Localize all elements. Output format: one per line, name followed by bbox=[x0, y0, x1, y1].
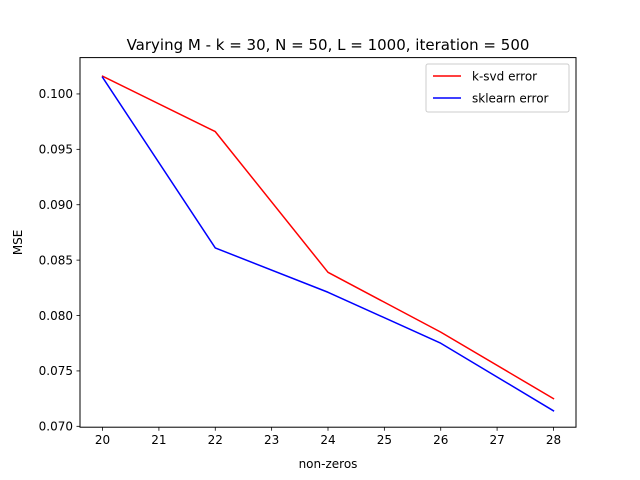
y-tick-label: 0.080 bbox=[39, 309, 73, 323]
x-tick-label: 21 bbox=[151, 433, 166, 447]
y-tick-label: 0.085 bbox=[39, 253, 73, 267]
x-tick-label: 23 bbox=[264, 433, 279, 447]
plot-lines bbox=[101, 75, 555, 412]
legend-box bbox=[425, 63, 570, 113]
chart-title: Varying M - k = 30, N = 50, L = 1000, it… bbox=[127, 36, 530, 54]
y-tick-label: 0.100 bbox=[39, 87, 73, 101]
y-axis-label: MSE bbox=[11, 230, 25, 256]
y-tick-label: 0.095 bbox=[39, 143, 73, 157]
x-tick-label: 22 bbox=[208, 433, 223, 447]
x-tick-label: 24 bbox=[320, 433, 335, 447]
x-axis-ticks: 20 21 22 23 24 25 26 27 28 bbox=[95, 427, 561, 447]
axes-frame bbox=[79, 57, 577, 428]
legend-label: sklearn error bbox=[472, 91, 549, 105]
x-tick-label: 26 bbox=[433, 433, 448, 447]
y-axis-ticks: 0.070 0.075 0.080 0.085 0.090 0.095 0.100 bbox=[39, 87, 80, 434]
y-tick-label: 0.090 bbox=[39, 198, 73, 212]
x-tick-label: 25 bbox=[377, 433, 392, 447]
series-line-1 bbox=[101, 76, 555, 412]
legend-label: k-svd error bbox=[472, 69, 537, 83]
x-tick-label: 27 bbox=[489, 433, 504, 447]
series-line-0 bbox=[101, 75, 555, 400]
y-tick-label: 0.075 bbox=[39, 364, 73, 378]
x-tick-label: 20 bbox=[95, 433, 110, 447]
chart-legend: k-svd error sklearn error bbox=[425, 63, 570, 113]
x-tick-label: 28 bbox=[546, 433, 561, 447]
x-axis-label: non-zeros bbox=[299, 457, 358, 471]
y-tick-label: 0.070 bbox=[39, 420, 73, 434]
